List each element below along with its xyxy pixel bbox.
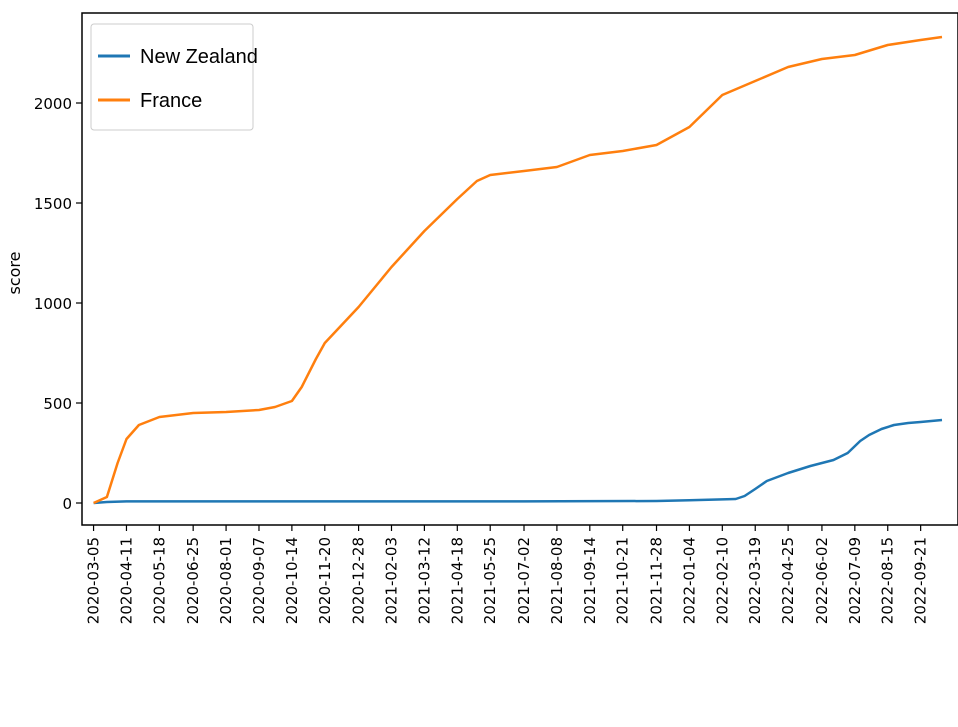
x-tick-label: 2022-01-04: [680, 537, 698, 624]
series-layer: [93, 35, 943, 505]
legend: New Zealand France: [90, 23, 258, 131]
series-line-france: [93, 35, 943, 505]
x-tick-label: 2022-02-10: [713, 537, 731, 624]
y-tick-label: 0: [62, 495, 72, 513]
x-tick-label: 2021-07-02: [515, 537, 533, 624]
legend-entries: New Zealand France: [98, 46, 258, 112]
legend-label: France: [140, 90, 202, 112]
x-tick-label: 2022-06-02: [813, 537, 831, 624]
y-tick-label: 1500: [34, 195, 72, 213]
x-tick-label: 2021-08-08: [548, 537, 566, 624]
x-tick-label: 2021-11-28: [648, 537, 666, 624]
x-tick-label: 2020-03-05: [85, 537, 103, 624]
x-axis: 2020-03-05 2020-04-11 2020-05-18 2020-06-25…: [85, 525, 930, 624]
y-axis: 0 500 1000 1500 2000: [34, 95, 82, 513]
y-axis-label: score: [5, 252, 24, 295]
x-tick-label: 2022-09-21: [912, 537, 930, 624]
x-tick-label: 2021-10-21: [614, 537, 632, 624]
x-tick-label: 2020-09-07: [250, 537, 268, 624]
y-tick-label: 500: [43, 395, 72, 413]
plot-frame: [81, 12, 958, 526]
x-tick-label: 2021-03-12: [415, 537, 433, 624]
y-tick-label: 1000: [34, 295, 72, 313]
x-tick-label: 2020-06-25: [184, 537, 202, 624]
y-tick-label: 2000: [34, 95, 72, 113]
x-tick-label: 2020-12-28: [350, 537, 368, 624]
legend-box: [90, 23, 254, 131]
x-tick-label: 2020-08-01: [217, 537, 235, 624]
x-tick-label: 2020-04-11: [117, 537, 135, 624]
x-tick-label: 2021-09-14: [581, 537, 599, 624]
x-tick-label: 2022-08-15: [879, 537, 897, 624]
x-tick-label: 2020-11-20: [316, 537, 334, 624]
x-tick-label: 2020-10-14: [283, 537, 301, 624]
x-tick-label: 2022-03-19: [746, 537, 764, 624]
x-tick-label: 2021-02-03: [382, 537, 400, 624]
x-tick-label: 2021-05-25: [481, 537, 499, 624]
x-tick-label: 2021-04-18: [448, 537, 466, 624]
x-tick-label: 2020-05-18: [150, 537, 168, 624]
x-tick-label: 2022-04-25: [779, 537, 797, 624]
series-line-new-zealand: [93, 418, 943, 505]
legend-label: New Zealand: [140, 46, 258, 68]
x-tick-label: 2022-07-09: [846, 537, 864, 624]
